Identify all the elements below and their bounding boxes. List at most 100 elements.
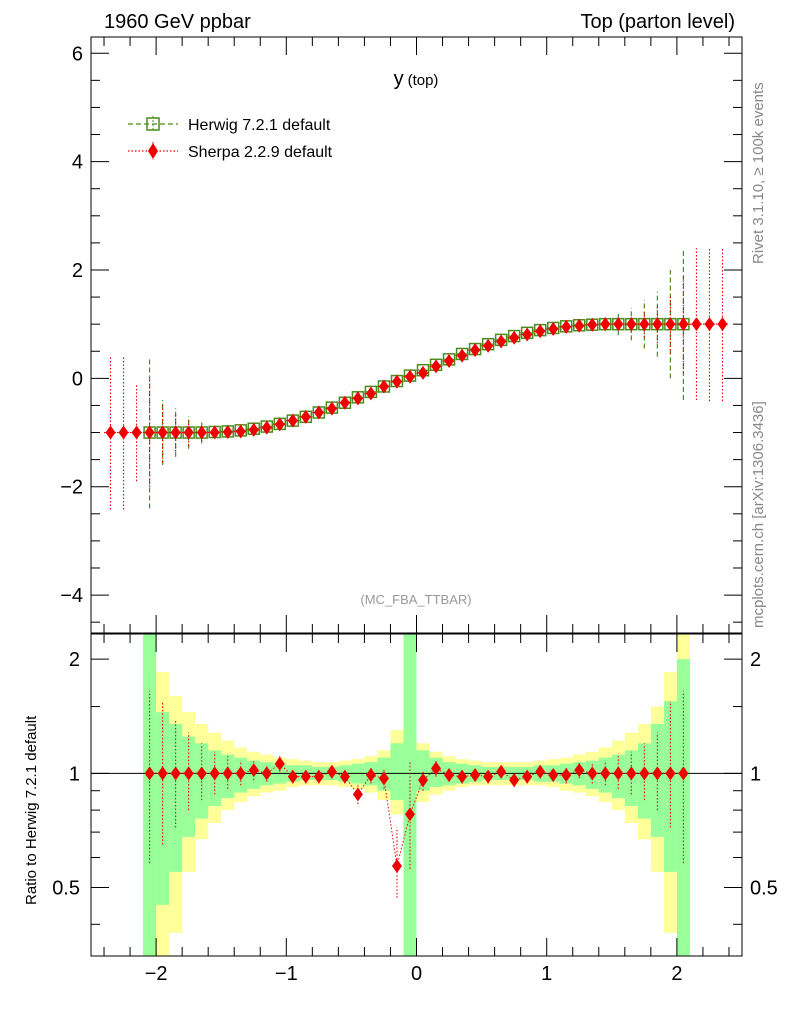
sherpa-point <box>209 425 220 440</box>
ratio-sherpa-point <box>613 766 624 781</box>
ratio-xtick-label: −1 <box>275 963 298 985</box>
ratio-sherpa-point <box>326 764 337 779</box>
sherpa-point <box>118 425 129 440</box>
main-ytick-label: −2 <box>60 477 83 499</box>
ratio-sherpa-point <box>313 769 324 784</box>
header-left: 1960 GeV ppbar <box>104 11 251 33</box>
sherpa-point <box>717 317 728 332</box>
ratio-sherpa-point <box>183 766 194 781</box>
sherpa-point <box>574 318 585 333</box>
sherpa-point <box>665 317 676 332</box>
sherpa-point <box>483 338 494 353</box>
sherpa-point <box>678 317 689 332</box>
sherpa-point <box>131 425 142 440</box>
ratio-sherpa-point <box>665 766 676 781</box>
ratio-sherpa-point <box>248 763 259 778</box>
main-plot-title: y (top) <box>394 68 439 90</box>
legend-sherpa-marker <box>148 143 158 159</box>
sherpa-point <box>196 425 207 440</box>
legend-herwig-marker <box>146 117 160 131</box>
ratio-sherpa-point <box>365 768 376 783</box>
ratio-ytick-label-right: 2 <box>750 649 761 671</box>
ratio-sherpa-point <box>548 768 559 783</box>
sherpa-point <box>300 409 311 424</box>
ratio-sherpa-point <box>404 807 415 822</box>
ratio-band-inner <box>663 701 677 872</box>
ratio-sherpa-point <box>222 766 233 781</box>
legend: Herwig 7.2.1 default Sherpa 2.2.9 defaul… <box>128 116 333 161</box>
ratio-band-inner <box>143 634 157 956</box>
ratio-ytick-label-right: 1 <box>750 763 761 785</box>
sherpa-point <box>535 324 546 339</box>
sherpa-point <box>287 413 298 428</box>
sherpa-point <box>600 317 611 332</box>
header-right: Top (parton level) <box>580 11 735 33</box>
sherpa-point <box>613 317 624 332</box>
ratio-sherpa-point <box>378 771 389 786</box>
sherpa-point <box>457 348 468 363</box>
main-ytick-label: 4 <box>72 152 83 174</box>
sherpa-point <box>365 386 376 401</box>
main-ticks: −4 −2 0 2 4 6 <box>60 37 742 633</box>
ratio-sherpa-point <box>170 766 181 781</box>
ratio-ticks: 0.5 0.5 1 1 2 2 −2 −1 0 1 2 <box>52 634 778 985</box>
sherpa-point <box>391 374 402 389</box>
ratio-band-inner <box>650 723 664 837</box>
ratio-sherpa-point <box>561 768 572 783</box>
main-ytick-label: 2 <box>72 260 83 282</box>
ratio-sherpa-point <box>678 766 689 781</box>
ratio-sherpa-point <box>652 766 663 781</box>
sherpa-point <box>652 317 663 332</box>
sherpa-point <box>470 343 481 358</box>
ratio-sherpa-point <box>639 766 650 781</box>
ratio-sherpa-point <box>196 766 207 781</box>
ratio-sherpa-point <box>235 766 246 781</box>
main-ytick-label: −4 <box>60 585 83 607</box>
sherpa-point <box>313 405 324 420</box>
main-ytick-label: 6 <box>72 43 83 65</box>
title-sub: (top) <box>408 72 439 89</box>
sherpa-point <box>522 327 533 342</box>
ratio-sherpa-point <box>352 787 363 802</box>
ratio-sherpa-point <box>600 766 611 781</box>
ratio-ytick-label: 1 <box>69 763 80 785</box>
sherpa-point <box>248 422 259 437</box>
ratio-band-inner <box>676 659 690 956</box>
ratio-sherpa-point <box>457 769 468 784</box>
ratio-sherpa-point <box>574 763 585 778</box>
sherpa-point <box>144 425 155 440</box>
ratio-sherpa-point <box>287 769 298 784</box>
rivet-version-label: Rivet 3.1.10, ≥ 100k events <box>750 82 767 264</box>
ratio-sherpa-point <box>626 766 637 781</box>
sherpa-point <box>418 365 429 380</box>
ratio-sherpa-point <box>144 766 155 781</box>
ratio-sherpa-point <box>209 766 220 781</box>
ratio-sherpa-point <box>300 769 311 784</box>
sherpa-point <box>626 317 637 332</box>
main-marks <box>104 247 729 510</box>
ratio-plot: 0.5 0.5 1 1 2 2 −2 −1 0 1 2 Ratio to Herwig 7.2.1 … <box>23 633 778 985</box>
ratio-sherpa-point <box>261 766 272 781</box>
sherpa-point <box>587 317 598 332</box>
ratio-sherpa-point <box>418 773 429 788</box>
ratio-sherpa-point <box>274 756 285 771</box>
ratio-xtick-label: 2 <box>671 963 682 985</box>
mcplots-label: mcplots.cern.ch [arXiv:1306.3436] <box>750 401 767 628</box>
ratio-band-inner <box>182 736 196 837</box>
sherpa-point <box>444 354 455 369</box>
sherpa-point <box>326 401 337 416</box>
ratio-sherpa-point <box>157 766 168 781</box>
sherpa-point <box>170 425 181 440</box>
ratio-sherpa-point <box>587 766 598 781</box>
ratio-band-inner <box>195 743 209 819</box>
ratio-sherpa-point <box>391 858 402 873</box>
legend-herwig-label: Herwig 7.2.1 default <box>188 117 331 134</box>
ratio-ytick-label: 2 <box>69 649 80 671</box>
ratio-sherpa-point <box>444 768 455 783</box>
ratio-marks <box>91 634 742 956</box>
sherpa-point <box>157 425 168 440</box>
ratio-band-inner <box>390 743 404 801</box>
sherpa-point <box>378 379 389 394</box>
ratio-sherpa-point <box>431 761 442 776</box>
